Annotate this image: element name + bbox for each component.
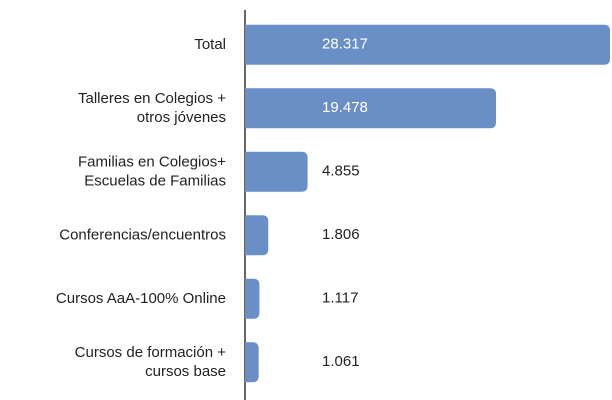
category-line: otros jóvenes <box>137 109 226 126</box>
bar <box>245 151 308 192</box>
category-label: Total <box>194 36 226 53</box>
category-line: Talleres en Colegios + <box>78 90 226 107</box>
category-line: cursos base <box>145 363 226 380</box>
category-line: Conferencias/encuentros <box>59 226 226 243</box>
bar <box>245 342 259 383</box>
category-label: Conferencias/encuentros <box>59 226 226 243</box>
value-label: 4.855 <box>322 163 360 180</box>
value-label: 28.317 <box>322 36 368 53</box>
category-line: Cursos de formación + <box>75 344 227 361</box>
category-label: Familias en Colegios+ Escuelas de Familia… <box>78 153 226 189</box>
category-line: Familias en Colegios+ <box>78 153 226 170</box>
category-label: Cursos AaA-100% Online <box>56 290 226 307</box>
category-line: Escuelas de Familias <box>84 172 226 189</box>
value-label: 1.117 <box>322 290 358 307</box>
bar <box>245 88 497 129</box>
bar <box>245 278 260 319</box>
bar <box>245 24 610 65</box>
category-label: Talleres en Colegios + otros jóvenes <box>78 90 226 126</box>
category-line: Cursos AaA-100% Online <box>56 290 226 307</box>
category-label: Cursos de formación + cursos base <box>75 344 227 380</box>
value-label: 1.806 <box>322 226 360 243</box>
value-label: 1.061 <box>322 353 360 370</box>
bar <box>245 215 269 256</box>
value-label: 19.478 <box>322 99 368 116</box>
category-line: Total <box>194 36 226 53</box>
